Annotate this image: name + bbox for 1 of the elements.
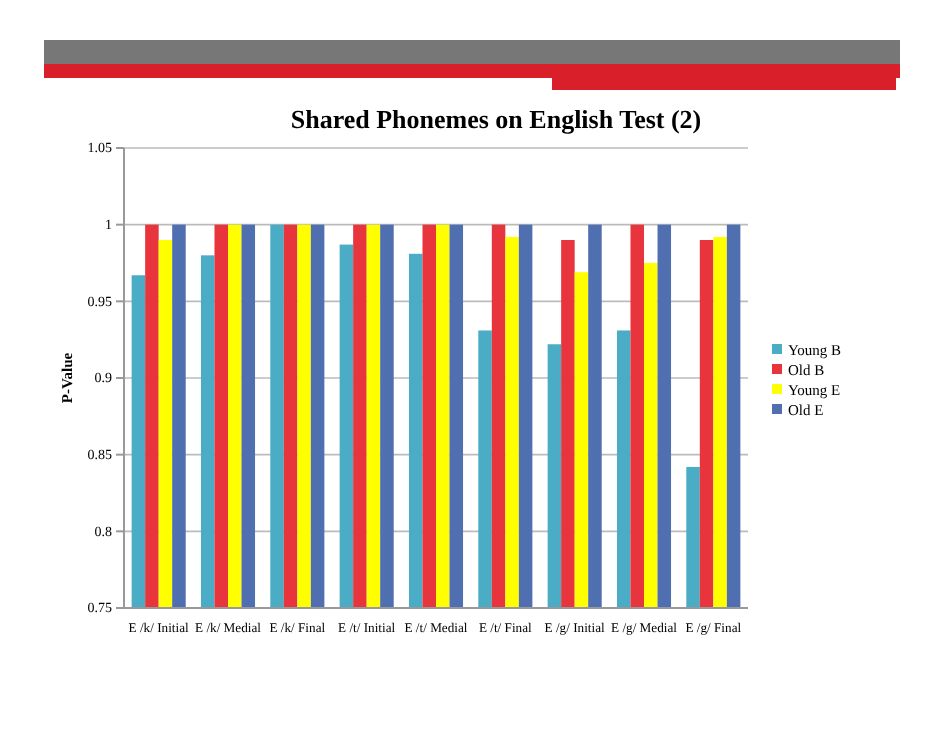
chart-title: Shared Phonemes on English Test (2): [290, 104, 702, 134]
